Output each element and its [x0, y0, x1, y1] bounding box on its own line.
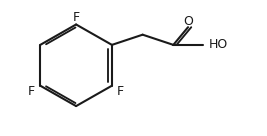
Text: HO: HO [209, 38, 228, 51]
Text: F: F [73, 11, 80, 24]
Text: F: F [116, 85, 124, 98]
Text: F: F [27, 85, 34, 98]
Text: O: O [183, 15, 193, 28]
